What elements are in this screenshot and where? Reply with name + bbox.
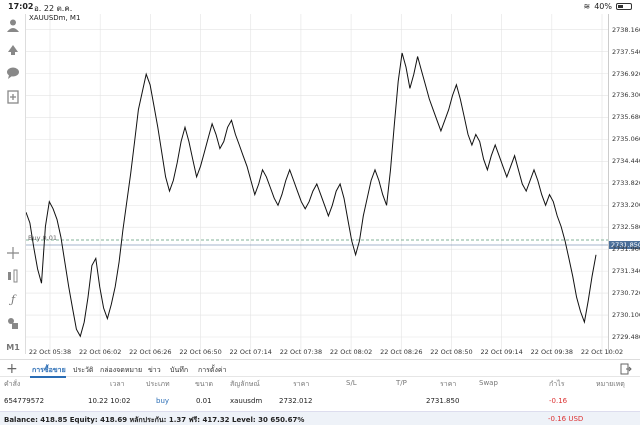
left-toolbar: ƒ M1 xyxy=(0,14,26,354)
time-tick-label: 22 Oct 08:26 xyxy=(380,348,423,356)
current-price-tag: 2731.850 xyxy=(609,241,640,249)
col-swap[interactable]: Swap xyxy=(479,379,498,387)
balance-bar: Balance: 418.85 Equity: 418.69 หลักประกั… xyxy=(0,411,640,425)
price-tick-label: 2729.480 xyxy=(612,333,640,341)
symbol-label: XAUUSDm, M1 xyxy=(29,14,81,22)
col-price[interactable]: ราคา xyxy=(293,380,310,388)
price-tick-label: 2737.540 xyxy=(612,47,640,56)
cell-type: buy xyxy=(156,397,170,405)
cell-current-price: 2731.850 xyxy=(426,397,460,405)
buy-order-label: Buy 0.01 xyxy=(28,234,57,242)
price-tick-label: 2734.440 xyxy=(612,157,640,166)
tab-journal[interactable]: บันทึก xyxy=(170,366,189,374)
col-profit[interactable]: กำไร xyxy=(549,380,565,388)
price-tick-label: 2733.820 xyxy=(612,179,640,188)
cell-time: 10.22 10:02 xyxy=(88,397,131,405)
time-tick-label: 22 Oct 07:38 xyxy=(279,348,323,356)
status-time: 17:02 xyxy=(8,2,34,11)
cell-symbol: xauusdm xyxy=(230,397,263,405)
total-profit: -0.16 USD xyxy=(548,415,584,423)
col-symbol[interactable]: สัญลักษณ์ xyxy=(230,380,260,388)
timeframe-icon[interactable]: M1 xyxy=(6,342,20,352)
tab-news[interactable]: ข่าว xyxy=(148,366,161,374)
price-tick-label: 2731.340 xyxy=(612,267,640,276)
price-chart[interactable] xyxy=(26,14,608,354)
trade-icon[interactable] xyxy=(6,42,20,56)
time-tick-label: 22 Oct 06:02 xyxy=(78,348,122,356)
battery-icon xyxy=(616,3,632,10)
time-tick-label: 22 Oct 07:14 xyxy=(229,348,272,356)
price-tick-label: 2730.720 xyxy=(612,289,640,298)
status-date: อ. 22 ต.ค. xyxy=(34,4,73,13)
new-order-icon[interactable] xyxy=(6,90,20,104)
time-tick-label: 22 Oct 05:38 xyxy=(28,348,72,356)
chat-icon[interactable] xyxy=(6,66,20,80)
exit-icon[interactable] xyxy=(620,363,632,375)
col-sl[interactable]: S/L xyxy=(346,379,357,387)
time-tick-label: 22 Oct 06:50 xyxy=(179,348,222,356)
col-volume[interactable]: ขนาด xyxy=(195,380,214,388)
col-time[interactable]: เวลา xyxy=(110,380,125,388)
status-right: ≋ 40% xyxy=(584,2,632,11)
time-tick-label: 22 Oct 09:14 xyxy=(480,348,523,356)
price-tick-label: 2736.300 xyxy=(612,91,640,100)
col-tp[interactable]: T/P xyxy=(396,379,407,387)
status-bar: 17:02 อ. 22 ต.ค. ≋ 40% xyxy=(0,0,640,14)
wifi-icon: ≋ xyxy=(583,2,591,11)
price-axis: 2731.850 2738.160 2737.540 2736.920 2736.30… xyxy=(608,14,640,354)
cell-order: 654779572 xyxy=(4,397,45,405)
col-type[interactable]: ประเภท xyxy=(146,380,170,388)
price-tick-label: 2733.200 xyxy=(612,201,640,210)
cell-profit: -0.16 xyxy=(549,397,568,405)
price-tick-label: 2738.160 xyxy=(612,25,640,34)
tab-trade[interactable]: การซื้อขาย xyxy=(32,366,66,374)
price-tick-label: 2736.920 xyxy=(612,69,640,78)
price-tick-label: 2735.060 xyxy=(612,135,640,144)
price-line xyxy=(26,52,597,338)
tab-history[interactable]: ประวัติ xyxy=(73,366,94,374)
col-current-price[interactable]: ราคา xyxy=(440,380,457,388)
time-tick-label: 22 Oct 08:02 xyxy=(329,348,373,356)
time-tick-label: 22 Oct 09:38 xyxy=(530,348,573,356)
terminal-tabs: + การซื้อขาย ประวัติ กล่องจดหมาย ข่าว บั… xyxy=(0,359,640,378)
time-axis: 22 Oct 05:38 22 Oct 06:02 22 Oct 06:26 22 O… xyxy=(26,348,623,358)
objects-icon[interactable] xyxy=(6,269,20,283)
cell-price: 2732.012 xyxy=(279,397,313,405)
time-tick-label: 22 Oct 08:50 xyxy=(430,348,473,356)
balance-summary: Balance: 418.85 Equity: 418.69 หลักประกั… xyxy=(4,416,305,424)
time-tick-label: 22 Oct 06:26 xyxy=(129,348,172,356)
battery-percent: 40% xyxy=(594,2,612,11)
price-tick-label: 2732.580 xyxy=(612,223,640,232)
shapes-icon[interactable] xyxy=(6,316,20,330)
price-tick-label: 2730.100 xyxy=(612,311,640,320)
col-comment[interactable]: หมายเหตุ xyxy=(596,380,625,388)
cell-volume: 0.01 xyxy=(196,397,212,405)
time-tick-label: 22 Oct 10:02 xyxy=(580,348,624,356)
tab-settings[interactable]: การตั้งค่า xyxy=(198,366,227,374)
add-button[interactable]: + xyxy=(6,361,18,377)
crosshair-icon[interactable] xyxy=(6,246,20,260)
indicators-icon[interactable]: ƒ xyxy=(10,292,16,306)
battery-fill xyxy=(618,5,623,8)
tab-mailbox[interactable]: กล่องจดหมาย xyxy=(100,366,143,374)
active-tab-indicator xyxy=(30,376,66,378)
price-tick-label: 2735.680 xyxy=(612,113,640,122)
account-icon[interactable] xyxy=(6,18,20,32)
col-order[interactable]: คำสั่ง xyxy=(4,380,21,388)
price-tick-label: 2731.960 xyxy=(612,245,640,254)
